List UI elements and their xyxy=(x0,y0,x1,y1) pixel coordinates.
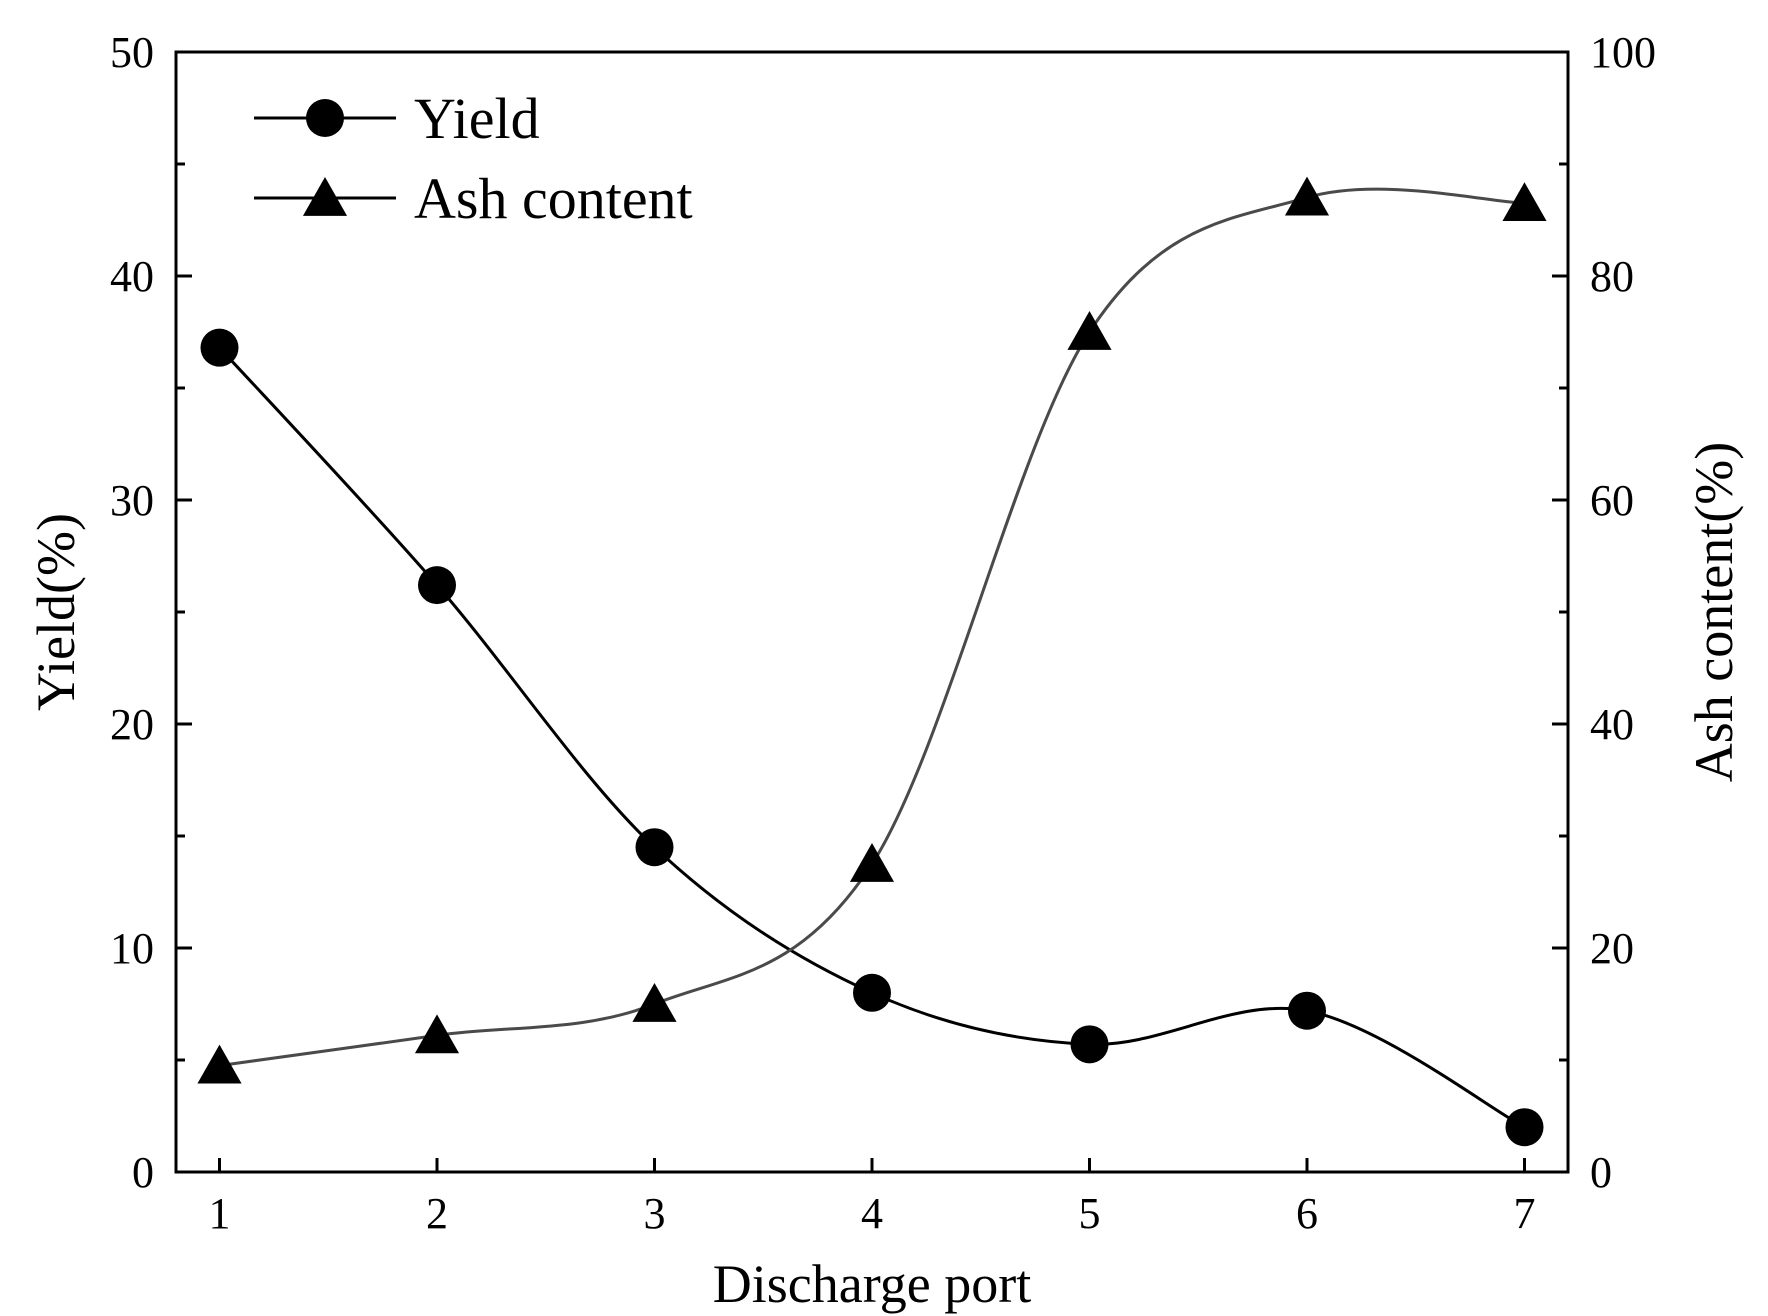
y-right-tick-label: 100 xyxy=(1590,28,1656,77)
x-axis-title: Discharge port xyxy=(713,1254,1031,1314)
ash-content-point xyxy=(849,843,895,882)
y-left-tick-label: 10 xyxy=(110,924,154,973)
ash-content-point xyxy=(1284,176,1330,216)
legend: Yield Ash content xyxy=(254,86,693,231)
y-left-tick-label: 30 xyxy=(110,476,154,525)
series-markers xyxy=(197,176,1547,1147)
ash-content-point xyxy=(197,1044,242,1084)
yield-point xyxy=(853,973,891,1012)
ash-content-point xyxy=(1067,311,1112,350)
x-tick-label: 6 xyxy=(1296,1189,1318,1238)
y-left-tick-label: 20 xyxy=(110,700,154,749)
legend-label-yield: Yield xyxy=(414,86,540,151)
legend-marker-yield xyxy=(306,99,344,137)
yield-point xyxy=(1070,1025,1109,1064)
ash-content-point xyxy=(414,1014,460,1054)
y-right-tick-label: 60 xyxy=(1590,476,1634,525)
ash-content-line xyxy=(219,187,1525,1068)
legend-label-ash-content: Ash content xyxy=(414,166,693,231)
yield-point xyxy=(635,828,674,867)
x-tick-label: 1 xyxy=(209,1189,231,1238)
y-axis-left-title: Yield(%) xyxy=(26,513,86,711)
y-left-tick-label: 50 xyxy=(110,28,154,77)
x-tick-label: 3 xyxy=(644,1189,666,1238)
yield-point xyxy=(418,566,456,605)
x-tick-label: 4 xyxy=(861,1189,883,1238)
tick-labels: 1 2 3 4 5 6 7 0 10 20 30 40 50 0 20 40 60 80 100 xyxy=(110,28,1656,1238)
y-left-tick-label: 0 xyxy=(132,1148,154,1197)
ash-content-point xyxy=(1502,182,1547,222)
y-right-tick-label: 0 xyxy=(1590,1148,1612,1197)
axis-ticks xyxy=(176,50,1568,1174)
yield-point xyxy=(1505,1108,1544,1147)
x-tick-label: 7 xyxy=(1514,1189,1536,1238)
y-right-tick-label: 20 xyxy=(1590,924,1634,973)
yield-point xyxy=(1288,991,1326,1030)
y-axis-right-title: Ash content(%) xyxy=(1684,442,1744,782)
y-right-tick-label: 40 xyxy=(1590,700,1634,749)
legend-marker-ash-content xyxy=(302,177,348,216)
ash-content-point xyxy=(632,983,677,1022)
x-tick-label: 2 xyxy=(426,1189,448,1238)
y-left-tick-label: 40 xyxy=(110,252,154,301)
x-tick-label: 5 xyxy=(1079,1189,1101,1238)
y-right-tick-label: 80 xyxy=(1590,252,1634,301)
yield-point xyxy=(200,328,239,367)
